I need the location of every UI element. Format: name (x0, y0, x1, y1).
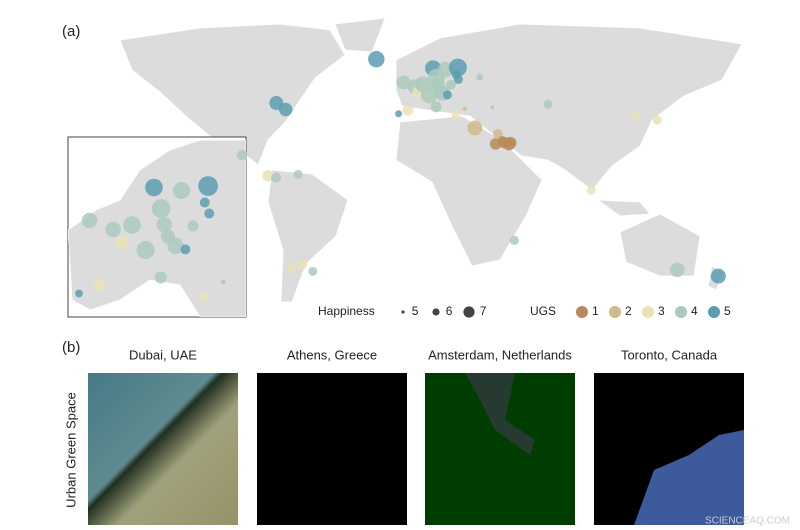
watermark: SCIENCEAQ.COM (705, 516, 790, 527)
row-label: Urban Green Space (63, 392, 78, 508)
legend-label: 7 (480, 304, 487, 318)
legend-title: Happiness (318, 304, 375, 318)
city-marker (427, 68, 445, 86)
city-marker (271, 172, 282, 183)
inset-marker (204, 208, 215, 219)
image-title: Athens, Greece (287, 347, 377, 362)
legend-title: UGS (530, 304, 556, 318)
city-marker (368, 50, 385, 68)
inset-marker (180, 244, 191, 255)
legend: Happiness UGS 5 6 7 1 2 3 4 5 (318, 304, 731, 318)
city-marker (420, 86, 438, 104)
legend-color (576, 306, 588, 318)
city-marker (298, 260, 308, 270)
land (395, 23, 743, 191)
city-marker (631, 112, 640, 121)
legend-size (463, 306, 475, 318)
city-marker (710, 268, 726, 284)
satellite-images: Dubai, UAE Athens, Greece Amsterdam, Nethe… (88, 347, 744, 525)
city-marker (543, 99, 553, 109)
inset-marker (93, 278, 106, 292)
land (334, 17, 386, 53)
inset-marker (145, 178, 163, 197)
inset-marker (198, 292, 208, 302)
land (619, 213, 701, 277)
city-marker (395, 110, 403, 118)
legend-color (708, 306, 720, 318)
city-marker (490, 105, 495, 110)
city-marker (402, 104, 414, 116)
world-map (119, 17, 743, 303)
legend-label: 3 (658, 304, 665, 318)
legend-label: 2 (625, 304, 632, 318)
legend-label: 5 (724, 304, 731, 318)
inset-marker (173, 181, 191, 200)
inset-marker (151, 199, 171, 218)
legend-color (675, 306, 687, 318)
city-marker (493, 129, 503, 139)
inset-marker (198, 176, 219, 196)
city-marker (670, 262, 685, 278)
inset-marker (154, 271, 167, 284)
city-marker (430, 101, 442, 113)
inset-marker (187, 220, 199, 232)
image-title: Dubai, UAE (129, 347, 197, 362)
city-marker (497, 136, 507, 146)
city-marker (236, 150, 248, 161)
city-marker (451, 111, 460, 120)
water (634, 430, 744, 525)
panel-label: (a) (62, 23, 80, 40)
inset-marker (167, 237, 184, 255)
satellite-image (88, 373, 238, 525)
city-marker (652, 115, 662, 125)
land (267, 169, 349, 303)
land (596, 199, 651, 217)
legend-color (609, 306, 621, 318)
inset-marker (156, 216, 172, 233)
inset-marker (199, 197, 210, 208)
city-marker (262, 169, 274, 182)
legend-size (401, 310, 405, 314)
city-marker (586, 185, 596, 195)
city-marker (286, 263, 297, 274)
inset-marker (123, 216, 141, 234)
panel-label: (b) (62, 339, 80, 356)
city-marker (308, 266, 318, 276)
legend-label: 1 (592, 304, 599, 318)
legend-size (432, 308, 440, 316)
city-marker (462, 106, 467, 111)
inset-marker (221, 279, 226, 285)
legend-label: 5 (412, 304, 419, 318)
city-marker (396, 75, 411, 90)
image-title: Amsterdam, Netherlands (428, 347, 572, 362)
city-marker (509, 235, 519, 245)
inset-marker (81, 212, 98, 229)
city-marker (278, 102, 293, 117)
inset-marker (115, 235, 129, 250)
land (119, 23, 346, 166)
image-title: Toronto, Canada (621, 347, 718, 362)
legend-label: 4 (691, 304, 698, 318)
inset-marker (105, 221, 121, 238)
city-marker (442, 90, 452, 100)
legend-label: 6 (446, 304, 453, 318)
legend-color (642, 306, 654, 318)
city-marker (293, 169, 303, 179)
city-marker (445, 79, 456, 90)
satellite-image (257, 373, 407, 525)
city-marker (476, 73, 484, 81)
city-marker (453, 74, 463, 84)
land (395, 115, 543, 267)
inset-marker (136, 240, 155, 260)
inset-marker (75, 289, 83, 298)
city-marker (467, 120, 483, 136)
water (465, 373, 535, 455)
